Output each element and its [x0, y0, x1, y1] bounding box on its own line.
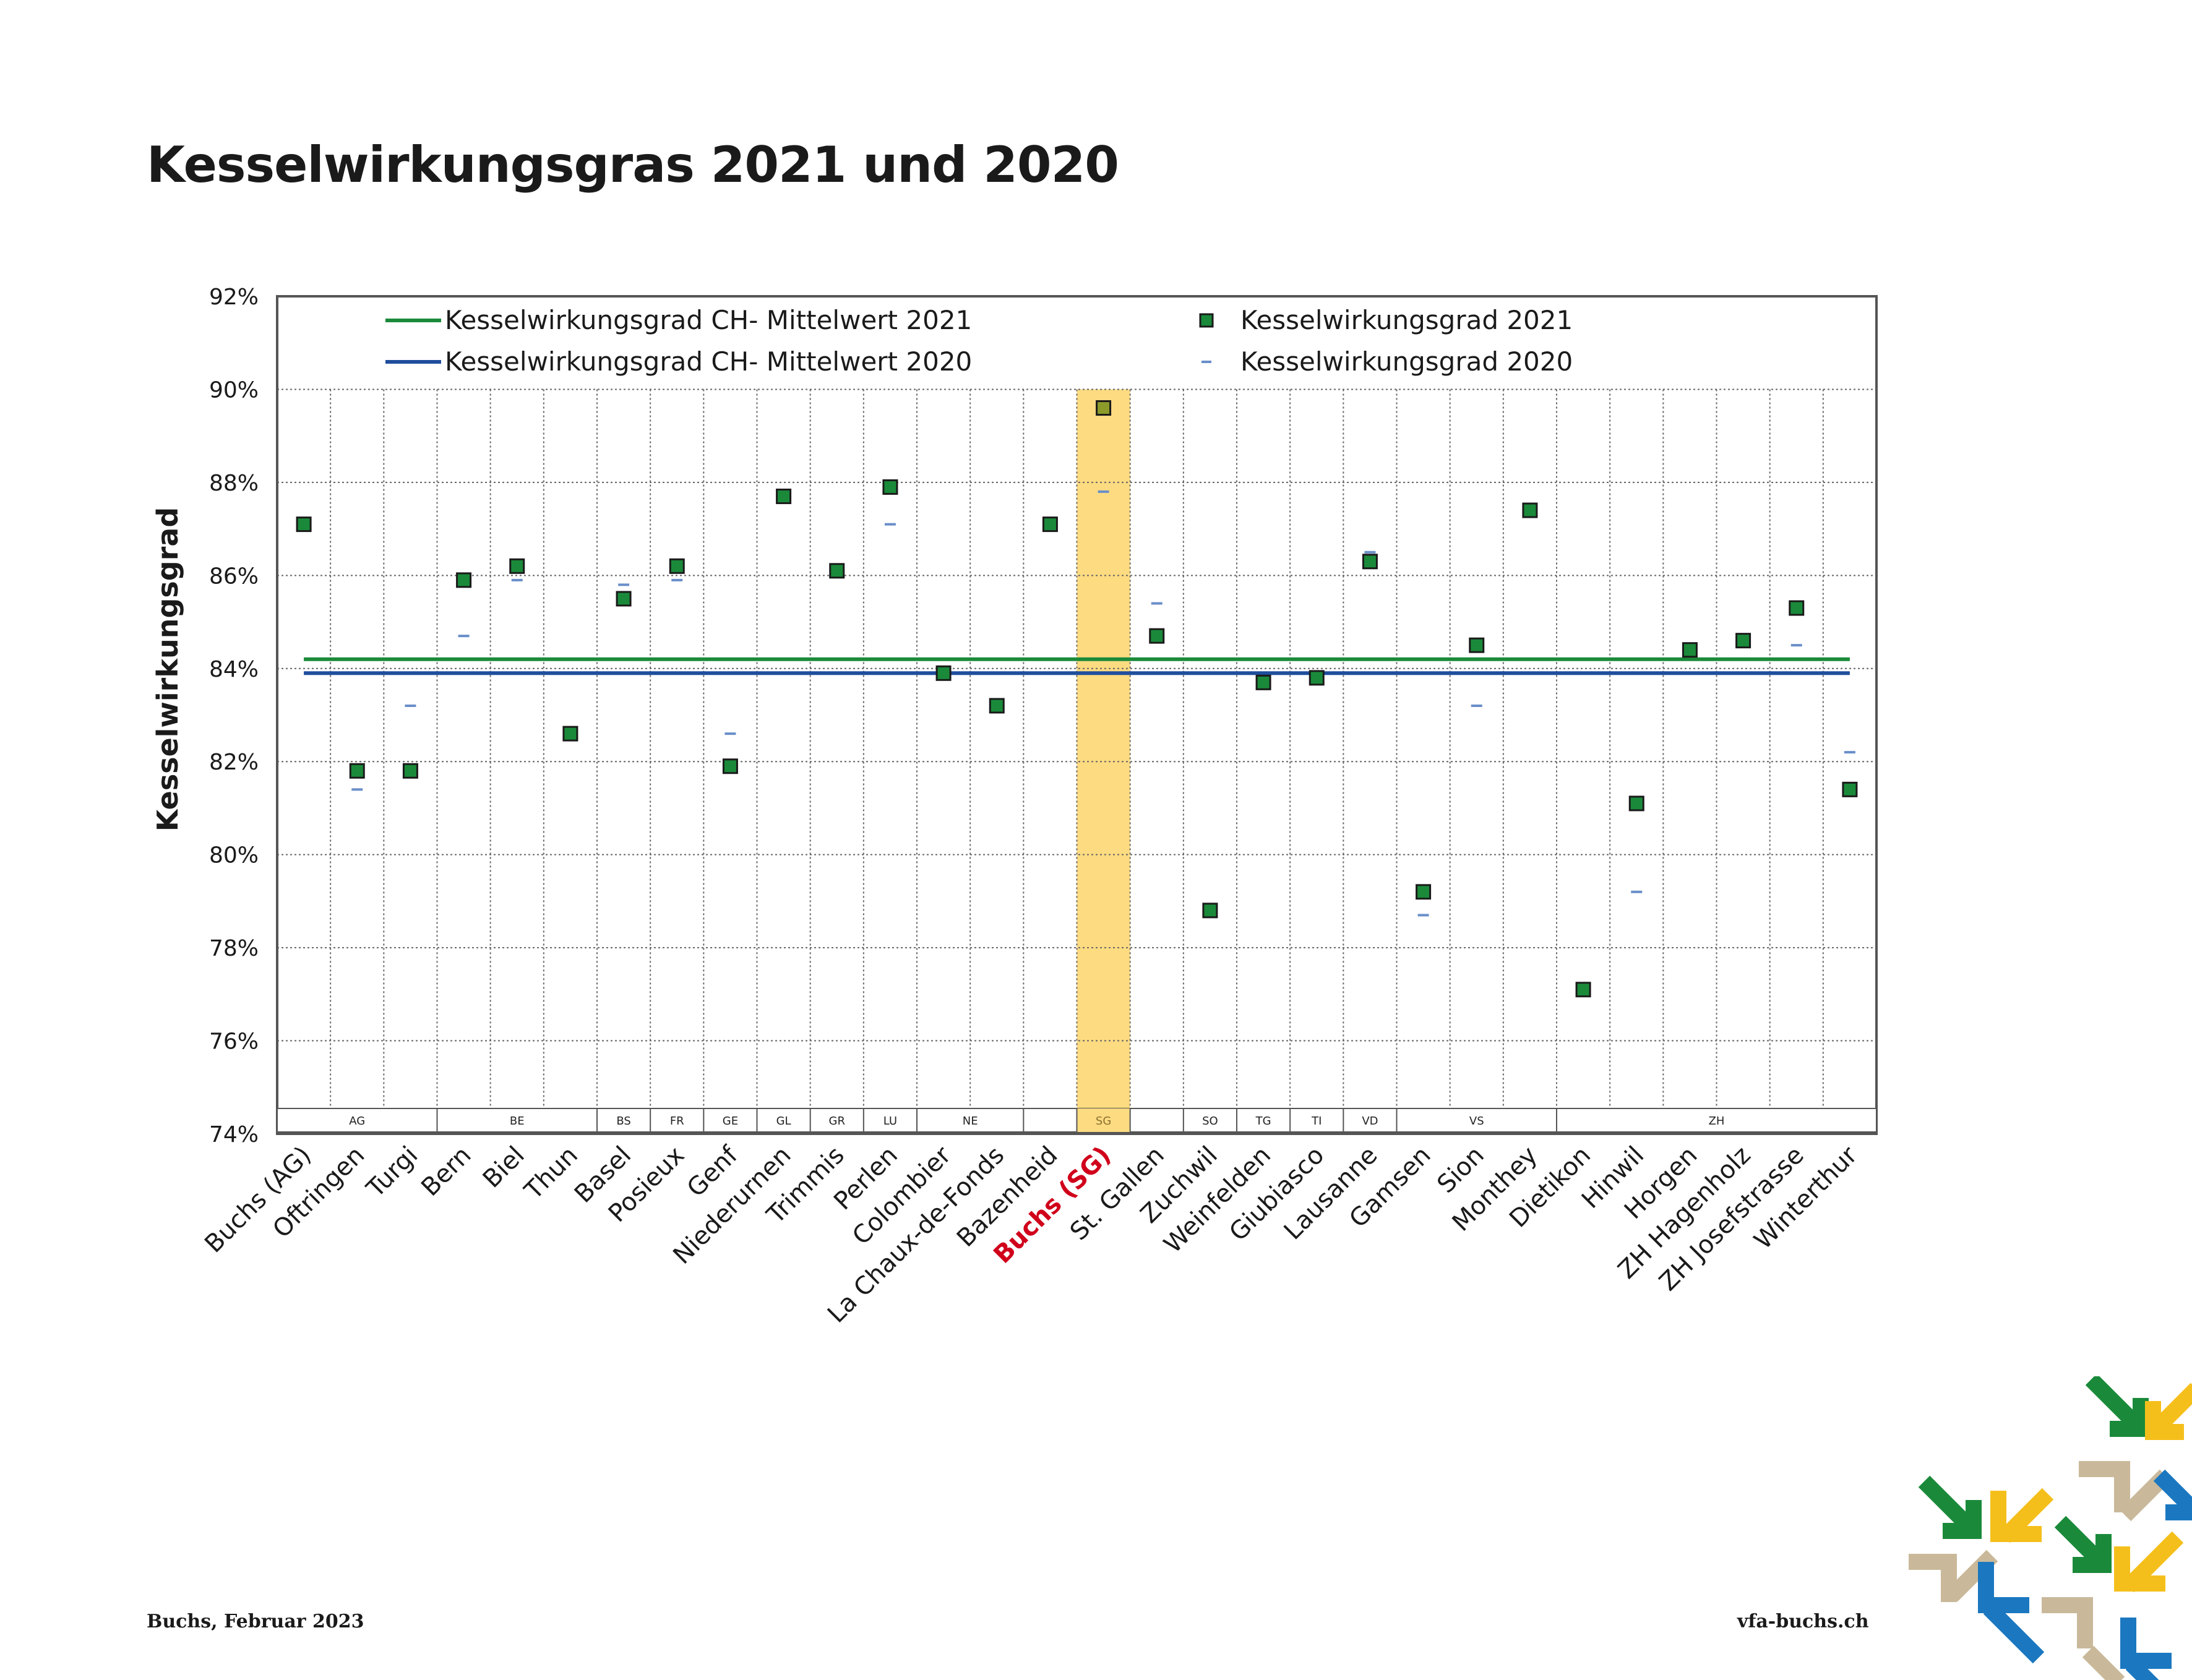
marker-2021	[1042, 516, 1058, 533]
marker-2021	[402, 763, 418, 779]
y-tick-label: 86%	[209, 564, 259, 589]
data-marks-layer	[296, 400, 1858, 998]
marker-2021	[1096, 400, 1112, 416]
canton-label: GL	[776, 1115, 791, 1128]
legend-label: Kesselwirkungsgrad 2021	[1240, 305, 1573, 335]
logo-arrow-blue-bottom	[2120, 1618, 2172, 1680]
page-title: Kesselwirkungsgras 2021 und 2020	[147, 136, 1119, 194]
canton-label: ZH	[1709, 1115, 1725, 1128]
marker-2021	[1416, 884, 1432, 900]
y-tick-label: 84%	[209, 657, 259, 682]
marker-2021	[1789, 600, 1805, 616]
marker-2021	[722, 758, 738, 774]
highlight-band	[1077, 389, 1130, 1134]
y-tick-label: 82%	[209, 750, 259, 775]
marker-2021	[1469, 637, 1485, 653]
canton-label: SG	[1096, 1115, 1111, 1128]
grid-layer	[277, 388, 1876, 1134]
plot-frame	[276, 295, 1878, 1135]
canton-label: BS	[616, 1115, 630, 1128]
vfa-logo	[1909, 1376, 2192, 1680]
y-tick-label: 78%	[209, 936, 259, 961]
canton-label: TI	[1311, 1115, 1322, 1128]
logo-arrow-green-top	[2085, 1376, 2149, 1437]
canton-label: LU	[883, 1115, 897, 1128]
y-tick-label: 80%	[209, 843, 259, 868]
marker-2021	[1735, 633, 1751, 649]
canton-label: GR	[829, 1115, 845, 1128]
logo-arrow-beige-bottom	[2042, 1597, 2125, 1680]
marker-2021	[349, 763, 365, 779]
canton-cell-highlight	[1077, 1108, 1130, 1132]
marker-2021	[1522, 502, 1538, 518]
canton-label: GE	[723, 1115, 738, 1128]
marker-2021	[989, 698, 1005, 714]
x-tick-label: Bern	[416, 1141, 476, 1202]
legend-label: Kesselwirkungsgrad 2020	[1240, 346, 1573, 377]
logo-arrow-green-left	[1918, 1475, 1982, 1539]
canton-label: NE	[963, 1115, 978, 1128]
legend-label: Kesselwirkungsgrad CH- Mittelwert 2020	[445, 346, 972, 377]
marker-2021	[1628, 795, 1644, 812]
y-tick-label: 88%	[209, 471, 259, 496]
average-lines-layer	[304, 657, 1850, 675]
y-tick-label: 76%	[209, 1029, 259, 1055]
footer-website: vfa-buchs.ch	[1737, 1611, 1869, 1632]
canton-label: FR	[670, 1115, 684, 1128]
legend-layer: Kesselwirkungsgrad CH- Mittelwert 2021 Ke…	[385, 305, 1573, 377]
logo-arrow-beige-top	[2079, 1461, 2172, 1522]
canton-label: AG	[349, 1115, 365, 1128]
logo-arrow-yellow-top	[2145, 1382, 2192, 1440]
logo-arrow-green-mid	[2054, 1515, 2112, 1573]
logo-arrow-blue-right	[2153, 1469, 2192, 1520]
marker-2021	[882, 479, 898, 495]
marker-2021	[509, 558, 525, 574]
canton-row-layer: AG BE BS FR GE GL GR LU NE SG SO TG TI VD VS ZH	[277, 1108, 1877, 1133]
canton-label: SO	[1202, 1115, 1218, 1128]
y-tick-label: 92%	[209, 285, 259, 310]
x-tick-label: Turgi	[361, 1141, 423, 1204]
canton-label: VS	[1469, 1115, 1484, 1128]
highlight-band-layer	[1077, 389, 1130, 1134]
marker-2021	[1575, 982, 1591, 998]
logo-arrow-yellow-mid	[1990, 1488, 2054, 1543]
x-tick-label: Thun	[519, 1141, 583, 1206]
marker-2021	[935, 665, 952, 681]
marker-2021	[1362, 554, 1378, 570]
logo-arrow-blue-left	[1978, 1562, 2045, 1664]
marker-2021	[296, 516, 312, 533]
marker-2021	[669, 558, 685, 574]
marker-2021	[616, 591, 632, 607]
marker-2021	[1842, 781, 1858, 797]
marker-2021	[1255, 674, 1271, 690]
footer-date: Buchs, Februar 2023	[147, 1611, 364, 1632]
legend-label: Kesselwirkungsgrad CH- Mittelwert 2021	[445, 305, 972, 335]
canton-label: BE	[510, 1115, 525, 1128]
legend-swatch-square	[1199, 313, 1214, 328]
marker-2021	[1202, 902, 1218, 919]
y-tick-label: 90%	[209, 377, 259, 403]
y-axis-label: Kesselwirkungsgrad	[151, 507, 184, 832]
marker-2021	[1309, 670, 1325, 686]
marker-2021	[562, 726, 578, 742]
marker-2021	[456, 572, 472, 588]
canton-label: TG	[1255, 1115, 1271, 1128]
marker-2021	[829, 563, 845, 579]
marker-2021	[776, 488, 792, 504]
tick-labels-layer: 74%76%78%80%82%84%86%88%90%92%Buchs (AG)…	[199, 285, 1863, 1329]
plot-frame-layer	[276, 295, 1878, 1135]
logo-arrow-yellow-right	[2114, 1531, 2184, 1593]
marker-2021	[1682, 642, 1698, 658]
marker-2021	[1149, 628, 1165, 644]
canton-label: VD	[1362, 1115, 1378, 1128]
y-tick-label: 74%	[209, 1122, 259, 1147]
